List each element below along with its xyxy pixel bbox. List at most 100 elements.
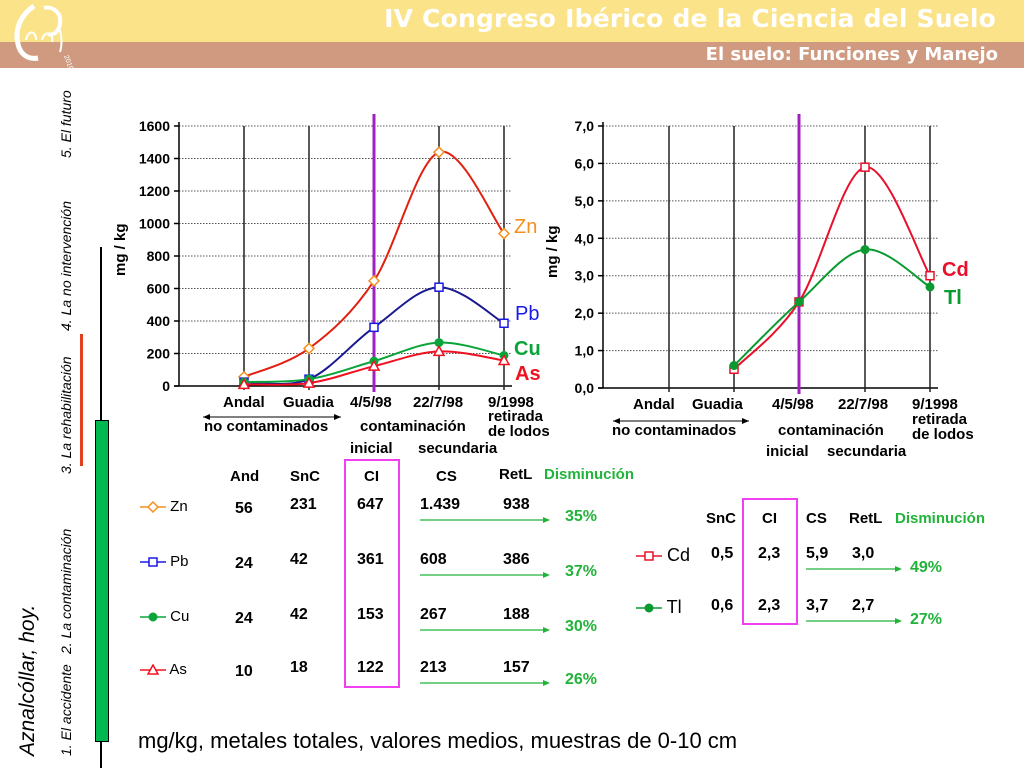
table-cell: 231 [290, 496, 317, 513]
chart2-xtick-andal: Andal [633, 396, 675, 413]
ytick-label: 800 [147, 248, 171, 264]
chart1-note-secundaria: secundaria [418, 440, 498, 457]
table-cell: 0,6 [711, 597, 734, 614]
table2-header-snc: SnC [706, 510, 736, 527]
legend-marker [148, 557, 158, 567]
table2-header-retl: RetL [849, 510, 883, 527]
data-point-pb [434, 282, 444, 292]
decrease-arrow-icon [420, 627, 550, 633]
data-point-tl [925, 282, 935, 292]
chart1-xtick-andal: Andal [223, 394, 265, 411]
data-point-pb [499, 318, 509, 329]
table-cell: 1.439 [420, 496, 461, 513]
ytick-label: 1000 [139, 216, 170, 232]
legend-item: As [140, 661, 187, 678]
ytick-label: 4,0 [575, 230, 595, 246]
ytick-label: 6,0 [575, 155, 595, 171]
chart1-note-retirada: retirada [488, 408, 544, 425]
table-cell: 5,9 [806, 545, 829, 562]
ytick-label: 0,0 [575, 380, 595, 396]
chart-trace-metals: 0,0 1,0 2,0 3,0 4,0 5,0 6,0 7,0 Cd Tl [575, 114, 969, 424]
ytick-label: 1,0 [575, 343, 595, 359]
data-point-zn [432, 146, 446, 159]
chart1-note-contaminacion: contaminación [360, 418, 466, 435]
legend-label: Pb [166, 553, 189, 570]
table-cell: 42 [290, 606, 308, 623]
chart2-note-inicial: inicial [766, 443, 809, 460]
series-label-cu: Cu [514, 338, 541, 360]
table-cell: 647 [357, 496, 384, 513]
congress-title: IV Congreso Ibérico de la Ciencia del Su… [384, 4, 996, 33]
table-cell: 3,7 [806, 597, 829, 614]
arrow-head [543, 680, 550, 686]
decrease-value: 30% [565, 618, 598, 635]
table-cell: 42 [290, 551, 308, 568]
header-banner-bottom [0, 42, 1024, 68]
table-cell: 608 [420, 551, 447, 568]
series-label-zn: Zn [514, 216, 537, 238]
table-cell: 24 [235, 555, 253, 572]
chart2-note-secundaria: secundaria [827, 443, 907, 460]
current-section-indicator [80, 334, 83, 466]
table-cell: 2,3 [758, 545, 781, 562]
data-point-as [367, 359, 381, 371]
congress-logo-icon: 2010 [14, 3, 74, 71]
legend-circle-icon [636, 603, 662, 613]
table1-header-ci: CI [364, 468, 379, 485]
legend-marker [644, 551, 654, 561]
legend-item: Cu [140, 608, 189, 625]
chart1-xtick-9-1998: 9/1998 [488, 394, 534, 411]
ci-highlight-box [344, 459, 400, 688]
chart2-note-no-contaminados: no contaminados [612, 422, 737, 439]
data-point-tl [860, 245, 870, 255]
legend-item: Zn [140, 498, 188, 515]
table-cell: 2,3 [758, 597, 781, 614]
decrease-arrow-icon [420, 680, 550, 686]
arrow-head [895, 618, 902, 624]
ytick-label: 0 [162, 378, 170, 394]
ytick-label: 1400 [139, 151, 170, 167]
table1-header-disminucion: Disminución [544, 466, 635, 483]
arrow-head-left [613, 418, 620, 424]
legend-label: Zn [166, 498, 188, 515]
chart2-ylabel: mg / kg [544, 225, 561, 278]
table-cell: 188 [503, 606, 530, 623]
ytick-label: 3,0 [575, 268, 595, 284]
logo-year: 2010 [62, 54, 74, 71]
data-point-pb [369, 322, 379, 333]
decrease-arrow-icon [806, 618, 902, 624]
legend-marker [644, 603, 654, 613]
legend-marker [148, 612, 158, 622]
data-point-as [432, 344, 446, 357]
ytick-label: 600 [147, 281, 171, 297]
table2-header-disminucion: Disminución [895, 510, 986, 527]
chart1-xtick-4-5-98: 4/5/98 [350, 394, 392, 411]
ytick-label: 1600 [139, 118, 170, 134]
chart1-note-de-lodos: de lodos [488, 423, 550, 440]
table2-header-ci: CI [762, 510, 777, 527]
table1-header-snc: SnC [290, 468, 320, 485]
chart1-xtick-guadia: Guadia [283, 394, 334, 411]
table-cell: 153 [357, 606, 384, 623]
ytick-label: 400 [147, 313, 171, 329]
congress-subtitle: El suelo: Funciones y Manejo [705, 44, 998, 65]
arrow-head-right [334, 414, 341, 420]
legend-marker [146, 663, 160, 675]
table-cell: 56 [235, 500, 253, 517]
ytick-label: 2,0 [575, 305, 595, 321]
ytick-label: 7,0 [575, 118, 595, 134]
table-cell: 122 [357, 659, 384, 676]
decrease-value: 26% [565, 671, 598, 688]
data-point-as [237, 377, 251, 390]
data-point-zn [497, 227, 511, 240]
series-line-zn [243, 150, 505, 378]
decrease-value: 35% [565, 508, 598, 525]
table-cell: 0,5 [711, 545, 734, 562]
data-point-zn [367, 274, 381, 287]
table-cell: 10 [235, 663, 253, 680]
table-cell: 938 [503, 496, 530, 513]
chart1-note-no-contaminados: no contaminados [204, 418, 329, 435]
decrease-value: 37% [565, 563, 598, 580]
decrease-arrow-icon [806, 566, 902, 572]
